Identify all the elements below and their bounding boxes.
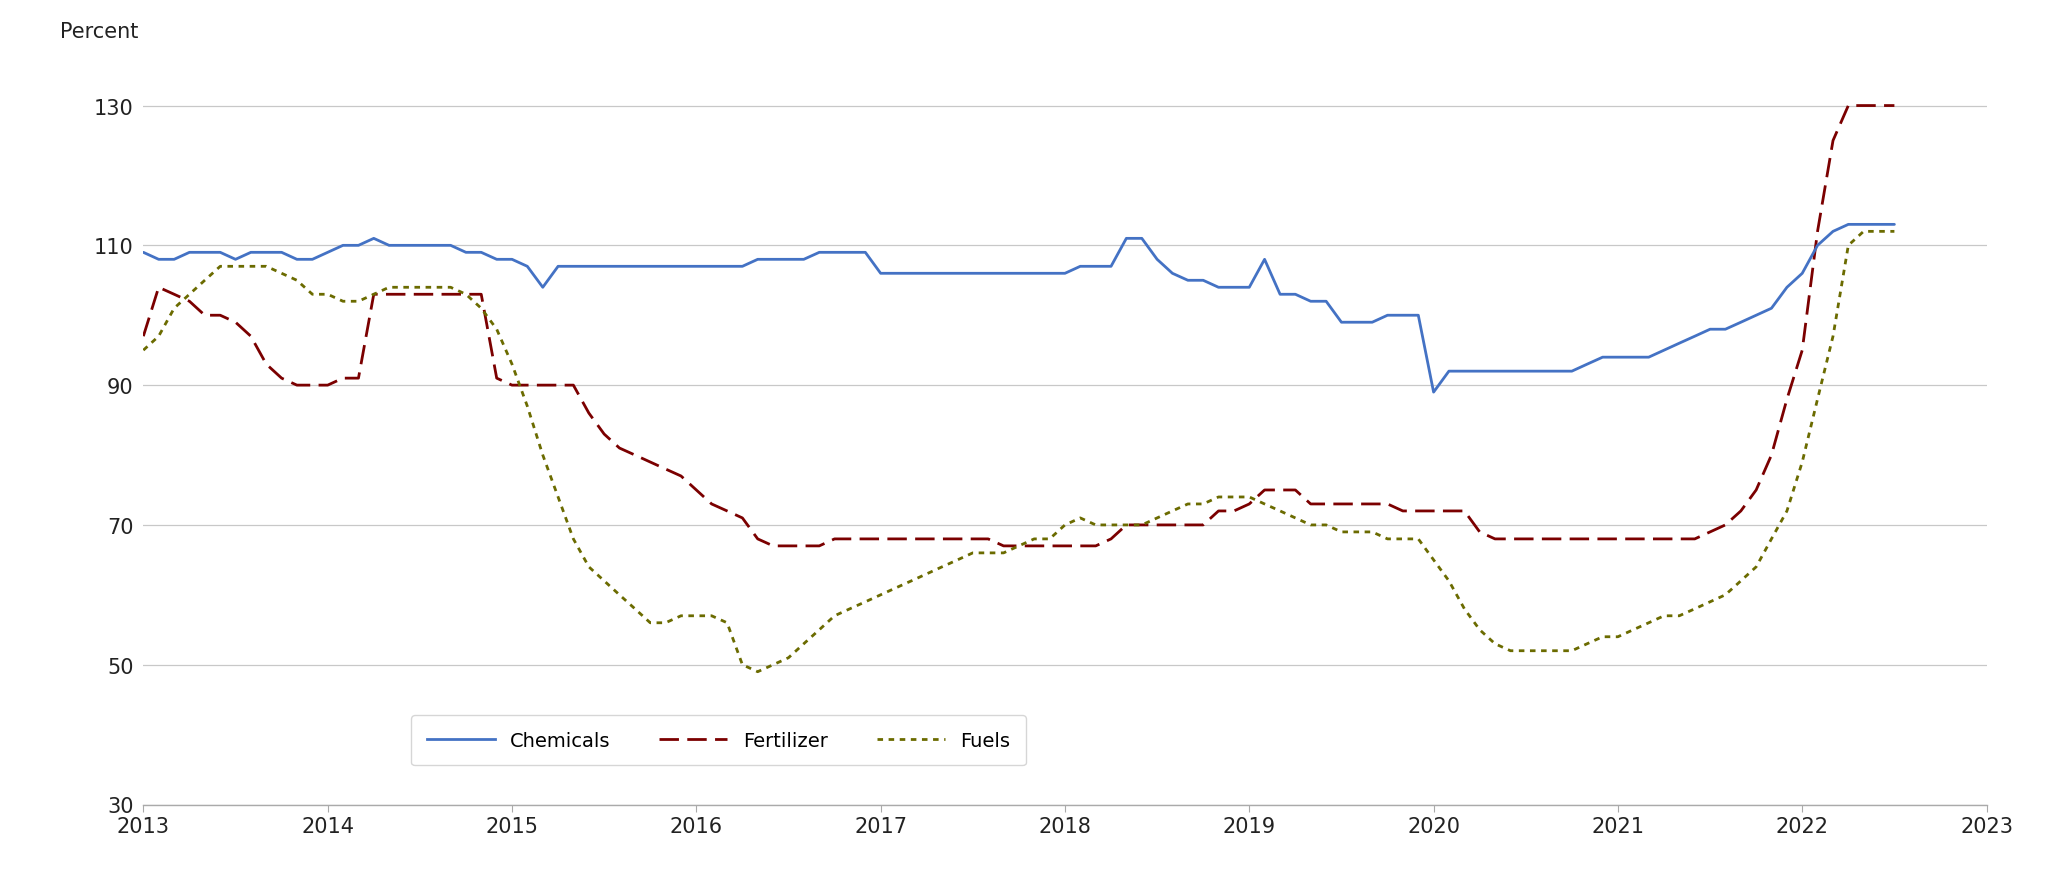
Fertilizer <box>1837 101 1862 112</box>
Fertilizer <box>1206 506 1231 517</box>
Chemicals <box>1882 220 1907 231</box>
Fertilizer <box>1882 101 1907 112</box>
Text: Percent: Percent <box>61 22 139 42</box>
Fuels <box>362 290 387 300</box>
Fuels <box>1683 603 1708 614</box>
Chemicals <box>362 233 387 244</box>
Line: Chemicals: Chemicals <box>143 225 1894 392</box>
Fertilizer <box>362 290 387 300</box>
Fuels <box>745 667 770 678</box>
Chemicals <box>1421 387 1446 398</box>
Fertilizer <box>807 541 831 552</box>
Fuels <box>698 611 723 621</box>
Chemicals <box>530 283 555 293</box>
Fertilizer <box>1683 534 1708 544</box>
Fuels <box>807 625 831 636</box>
Chemicals <box>1683 332 1708 342</box>
Legend: Chemicals, Fertilizer, Fuels: Chemicals, Fertilizer, Fuels <box>412 715 1026 765</box>
Fuels <box>1882 227 1907 238</box>
Fertilizer <box>131 332 156 342</box>
Chemicals <box>791 255 815 266</box>
Fuels <box>1851 227 1876 238</box>
Fuels <box>530 451 555 461</box>
Chemicals <box>131 248 156 258</box>
Chemicals <box>1837 220 1862 231</box>
Line: Fertilizer: Fertilizer <box>143 106 1894 546</box>
Chemicals <box>698 262 723 273</box>
Fertilizer <box>698 499 723 510</box>
Fuels <box>1206 492 1231 502</box>
Fertilizer <box>530 380 555 391</box>
Fuels <box>131 345 156 356</box>
Fertilizer <box>762 541 786 552</box>
Chemicals <box>1192 275 1217 286</box>
Line: Fuels: Fuels <box>143 232 1894 672</box>
